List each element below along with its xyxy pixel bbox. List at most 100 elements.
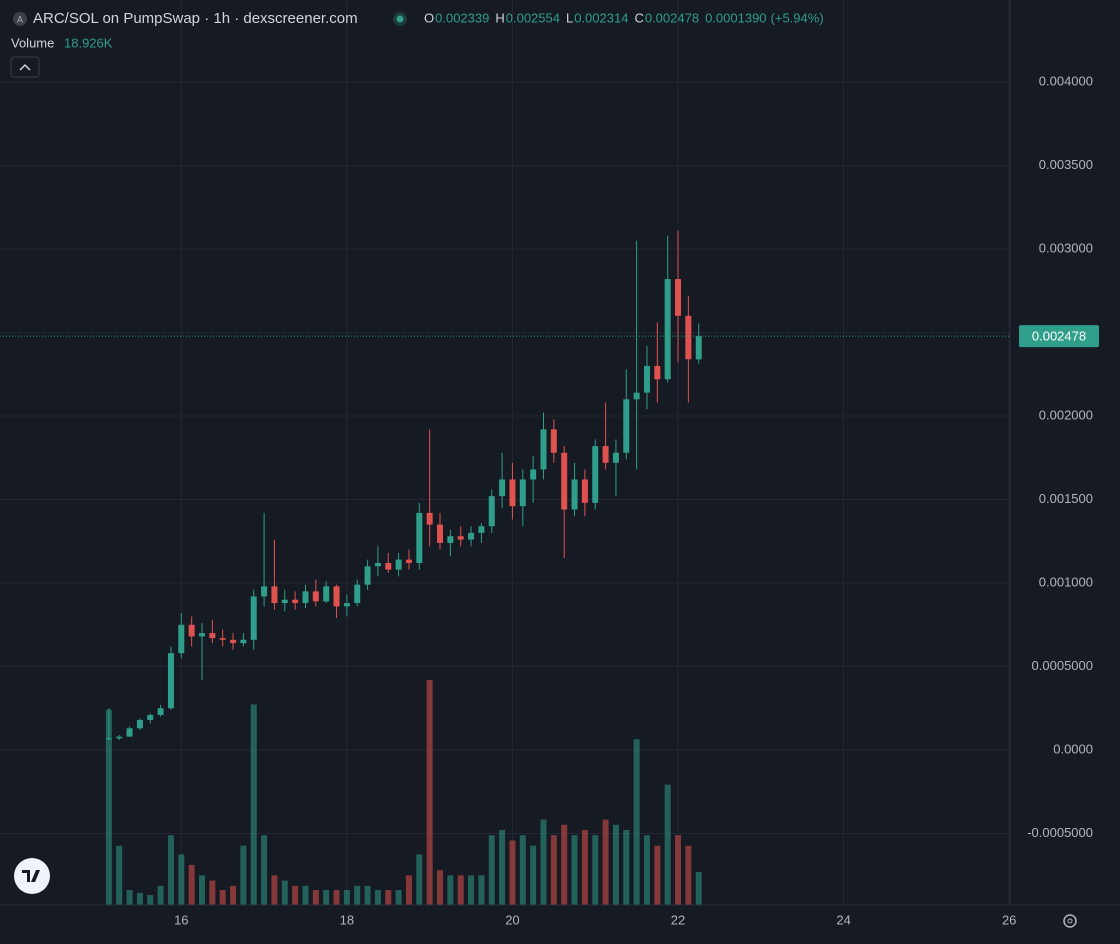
volume-bar	[157, 885, 164, 905]
candle-body	[385, 562, 392, 570]
y-tick-label: -0.0005000	[1027, 825, 1093, 840]
candle-body	[271, 586, 278, 604]
volume-bar	[581, 830, 588, 905]
x-tick-label: 18	[340, 912, 354, 927]
volume-bar	[571, 835, 578, 905]
candle-body	[116, 736, 123, 739]
volume-bar	[468, 875, 475, 905]
volume-bar	[488, 835, 495, 905]
candle-body	[167, 653, 174, 709]
collapse-button[interactable]	[10, 56, 40, 78]
volume-bar	[447, 875, 454, 905]
candle-body	[188, 624, 195, 637]
candle-body	[302, 591, 309, 604]
status-dot	[396, 15, 404, 23]
volume-bar	[230, 885, 237, 905]
last-price-label: 0.002478	[1032, 329, 1086, 344]
ohlc-letter: L	[566, 10, 573, 25]
candle-body	[240, 639, 247, 644]
candle-body	[157, 708, 164, 715]
ohlc-value: 0.002554	[506, 10, 560, 25]
volume-bar	[437, 870, 444, 905]
ohlc-legend: O 0.002339 H 0.002554 L 0.002314 C 0.002478 0.00…	[424, 10, 824, 25]
candle-body	[136, 719, 143, 729]
volume-bar	[199, 875, 205, 905]
candle-body	[664, 279, 671, 380]
volume-bar	[116, 845, 123, 905]
candle-body	[612, 452, 619, 463]
volume-bar	[281, 880, 288, 905]
candle-body	[478, 526, 485, 533]
candle-body	[364, 566, 371, 585]
volume-bar	[540, 819, 547, 905]
candle-body	[633, 392, 640, 400]
candle-body	[374, 562, 381, 567]
candle-body	[499, 479, 506, 497]
volume-bar	[250, 704, 257, 905]
candle-body	[199, 633, 205, 637]
candle-body	[281, 599, 288, 604]
candle-body	[519, 479, 526, 507]
volume-bar	[675, 835, 682, 905]
candle-body	[695, 336, 702, 360]
volume-bar	[612, 824, 619, 905]
volume-bar	[147, 895, 154, 905]
candle-body	[250, 596, 257, 640]
candle-body	[550, 429, 557, 453]
settings-button[interactable]	[1063, 914, 1077, 928]
candle-body	[488, 496, 495, 527]
volume-bar	[323, 890, 330, 905]
volume-bar	[530, 845, 537, 905]
ohlc-value: 0.002339	[435, 10, 489, 25]
volume-bar	[643, 835, 650, 905]
ohlc-letter: O	[424, 10, 434, 25]
candle-body	[457, 536, 464, 540]
y-tick-label: 0.0000	[1053, 741, 1093, 756]
ohlc-value: 0.002478	[645, 10, 699, 25]
candle-body	[592, 446, 599, 503]
candle-body	[219, 638, 226, 640]
logo[interactable]	[14, 858, 50, 894]
volume-bar	[374, 890, 381, 905]
volume-bar	[261, 835, 268, 905]
volume-value: 18.926K	[64, 35, 113, 50]
volume-bar	[395, 890, 402, 905]
axes: 0.0040000.0035000.0030000.0025000.002000…	[0, 73, 1099, 927]
logo-mark	[22, 870, 40, 882]
volume-bar	[105, 709, 112, 905]
x-tick-label: 16	[174, 912, 188, 927]
ohlc-letter: H	[495, 10, 504, 25]
collapse-icon	[19, 63, 31, 71]
token-icon-letter: A	[17, 14, 23, 24]
volume-bar	[633, 739, 640, 905]
volume-bar	[550, 835, 557, 905]
candle-body	[395, 559, 402, 570]
candle-body	[261, 586, 268, 597]
candle-body	[540, 429, 547, 470]
candle-body	[126, 728, 133, 737]
candle-body	[323, 586, 330, 602]
volume-bar	[126, 890, 133, 905]
candle-body	[447, 536, 454, 543]
candle-body	[230, 639, 237, 644]
y-tick-label: 0.003500	[1039, 157, 1093, 172]
candle-body	[468, 532, 475, 540]
x-tick-label: 26	[1002, 912, 1016, 927]
volume-bar	[354, 885, 361, 905]
candle-body	[354, 584, 361, 604]
volume-bar	[405, 875, 412, 905]
candle-body	[209, 633, 216, 639]
volume-bar	[343, 890, 350, 905]
volume-title: Volume	[11, 35, 54, 50]
volume-bar	[499, 830, 506, 905]
volume-layer	[105, 680, 702, 905]
volume-bar	[623, 830, 630, 905]
chart-title: ARC/SOL on PumpSwap · 1h · dexscreener.c…	[33, 10, 358, 27]
ohlc-letter: C	[634, 10, 643, 25]
volume-bar	[654, 845, 661, 905]
x-tick-label: 24	[836, 912, 850, 927]
volume-bar	[219, 890, 226, 905]
volume-bar	[312, 890, 319, 905]
candle-body	[333, 586, 340, 607]
